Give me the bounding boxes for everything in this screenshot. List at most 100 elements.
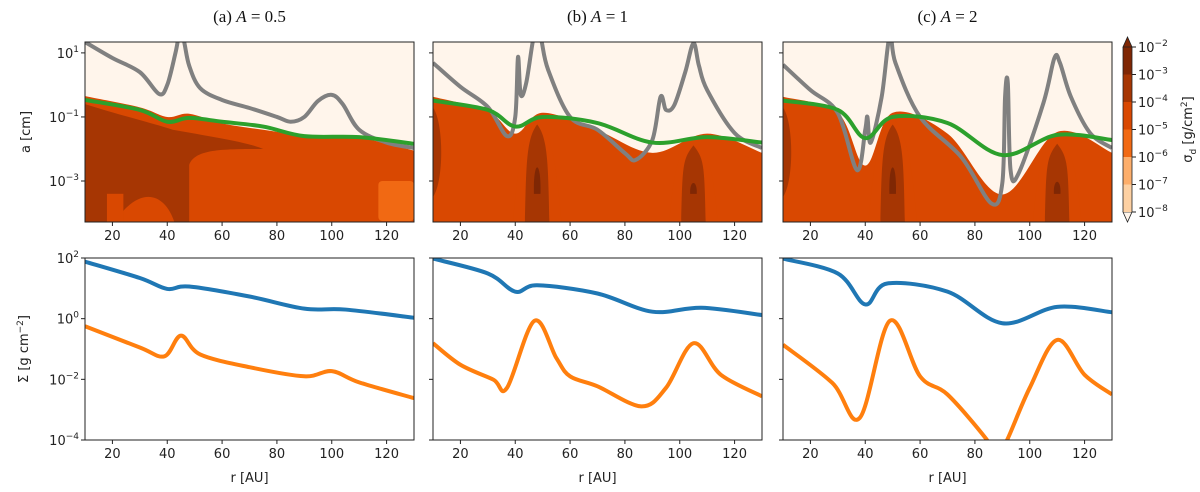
x-tick-label: 20 <box>104 229 121 244</box>
y-tick-label: 10−2 <box>49 371 79 388</box>
panel-a-surface-density <box>85 259 414 401</box>
gray-limit-line <box>783 42 1112 207</box>
x-tick-label: 120 <box>722 229 747 244</box>
x-tick-label: 80 <box>617 447 634 462</box>
green-limit-line <box>85 98 414 146</box>
x-tick-label: 40 <box>507 447 524 462</box>
gray-limit-line <box>85 42 414 150</box>
y-tick-label: 101 <box>57 45 79 62</box>
x-tick-label: 60 <box>214 447 231 462</box>
x-tick-label: 80 <box>967 229 984 244</box>
density-band <box>106 193 124 222</box>
gas-line <box>85 259 414 320</box>
x-tick-label: 20 <box>104 447 121 462</box>
y-tick-label: 100 <box>57 311 80 328</box>
x-tick-label: 80 <box>617 229 634 244</box>
density-band-dark <box>433 107 442 198</box>
colorbar-tick-label: 10−5 <box>1138 122 1168 139</box>
colorbar-segment <box>1123 129 1132 157</box>
x-tick-label: 80 <box>967 447 984 462</box>
y-axis-label: a [cm] <box>19 111 34 153</box>
green-limit-line <box>433 98 762 146</box>
dust-line <box>783 318 1112 440</box>
gas-line <box>783 258 1112 326</box>
colorbar-label: σd [g/cm2] <box>1180 96 1199 162</box>
density-band-dark <box>85 104 264 222</box>
panel-c-density-map <box>783 42 1112 222</box>
density-band-darkest <box>690 182 697 194</box>
x-tick-label: 60 <box>912 447 929 462</box>
x-tick-label: 100 <box>667 229 692 244</box>
x-tick-label: 40 <box>857 229 874 244</box>
x-axis-label: r [AU] <box>928 471 966 486</box>
y-tick-label: 102 <box>57 250 79 267</box>
x-tick-label: 80 <box>269 229 286 244</box>
x-tick-label: 120 <box>1072 447 1097 462</box>
x-tick-label: 120 <box>374 447 399 462</box>
x-tick-label: 100 <box>667 447 692 462</box>
colorbar-tick-label: 10−2 <box>1138 39 1168 56</box>
colorbar-tick-label: 10−7 <box>1138 177 1168 194</box>
colorbar-tick-label: 10−8 <box>1138 204 1168 221</box>
x-axis-label: r [AU] <box>578 471 616 486</box>
axes-frame <box>84 257 415 441</box>
density-band-darkest <box>533 167 541 194</box>
colorbar-tick-label: 10−6 <box>1138 149 1168 166</box>
x-tick-label: 20 <box>802 447 819 462</box>
x-tick-label: 40 <box>159 447 176 462</box>
green-limit-line <box>783 98 1112 158</box>
panel-b-surface-density <box>433 258 762 409</box>
x-tick-label: 80 <box>269 447 286 462</box>
x-tick-label: 40 <box>159 229 176 244</box>
panel-c-surface-density <box>783 258 1112 440</box>
x-tick-label: 100 <box>1017 447 1042 462</box>
colorbar-segment <box>1123 74 1132 102</box>
density-band-darkest <box>1053 181 1061 194</box>
x-tick-label: 120 <box>374 229 399 244</box>
panel-b-density-map <box>433 42 762 222</box>
x-tick-label: 100 <box>1017 229 1042 244</box>
axes-frame <box>782 41 1113 223</box>
panel-title: (a) A = 0.5 <box>213 7 286 26</box>
x-tick-label: 100 <box>319 229 344 244</box>
panel-a-density-map <box>85 42 414 222</box>
gas-line <box>433 258 762 318</box>
x-axis-label: r [AU] <box>230 471 268 486</box>
x-tick-label: 60 <box>214 229 231 244</box>
x-tick-label: 40 <box>507 229 524 244</box>
gray-limit-line <box>433 42 762 163</box>
colorbar-tick-label: 10−4 <box>1138 94 1168 111</box>
panel-title: (b) A = 1 <box>567 7 628 26</box>
colorbar-tick-label: 10−3 <box>1138 67 1168 84</box>
colorbar-extend-high <box>1122 36 1133 48</box>
x-tick-label: 120 <box>722 447 747 462</box>
x-tick-label: 120 <box>1072 229 1097 244</box>
density-band-darkest <box>889 167 897 194</box>
colorbar-segment <box>1123 184 1132 212</box>
axes-frame <box>432 41 763 223</box>
axes-frame <box>782 257 1113 441</box>
density-band-light <box>378 181 414 222</box>
y-tick-label: 10−4 <box>49 432 79 449</box>
x-tick-label: 60 <box>562 447 579 462</box>
colorbar-segment <box>1123 102 1132 130</box>
y-tick-label: 10−1 <box>49 109 79 126</box>
x-tick-label: 20 <box>452 447 469 462</box>
x-tick-label: 60 <box>912 229 929 244</box>
panel-title: (c) A = 2 <box>917 7 977 26</box>
dust-line <box>85 324 414 401</box>
x-tick-label: 20 <box>802 229 819 244</box>
colorbar: 10−8 10−7 10−6 10−5 10−4 10−3 10−2 σd [g/cm2] <box>1122 36 1199 223</box>
colorbar-segment <box>1123 47 1132 75</box>
y-axis-label: Σ [g cm−2] <box>16 315 32 383</box>
colorbar-extend-low <box>1122 211 1133 223</box>
x-tick-label: 40 <box>857 447 874 462</box>
axes-frame <box>432 257 763 441</box>
dust-line <box>433 318 762 409</box>
density-band-dark <box>783 107 792 198</box>
x-tick-label: 60 <box>562 229 579 244</box>
density-band <box>783 96 1112 222</box>
axes-frame <box>84 41 415 223</box>
x-tick-label: 100 <box>319 447 344 462</box>
